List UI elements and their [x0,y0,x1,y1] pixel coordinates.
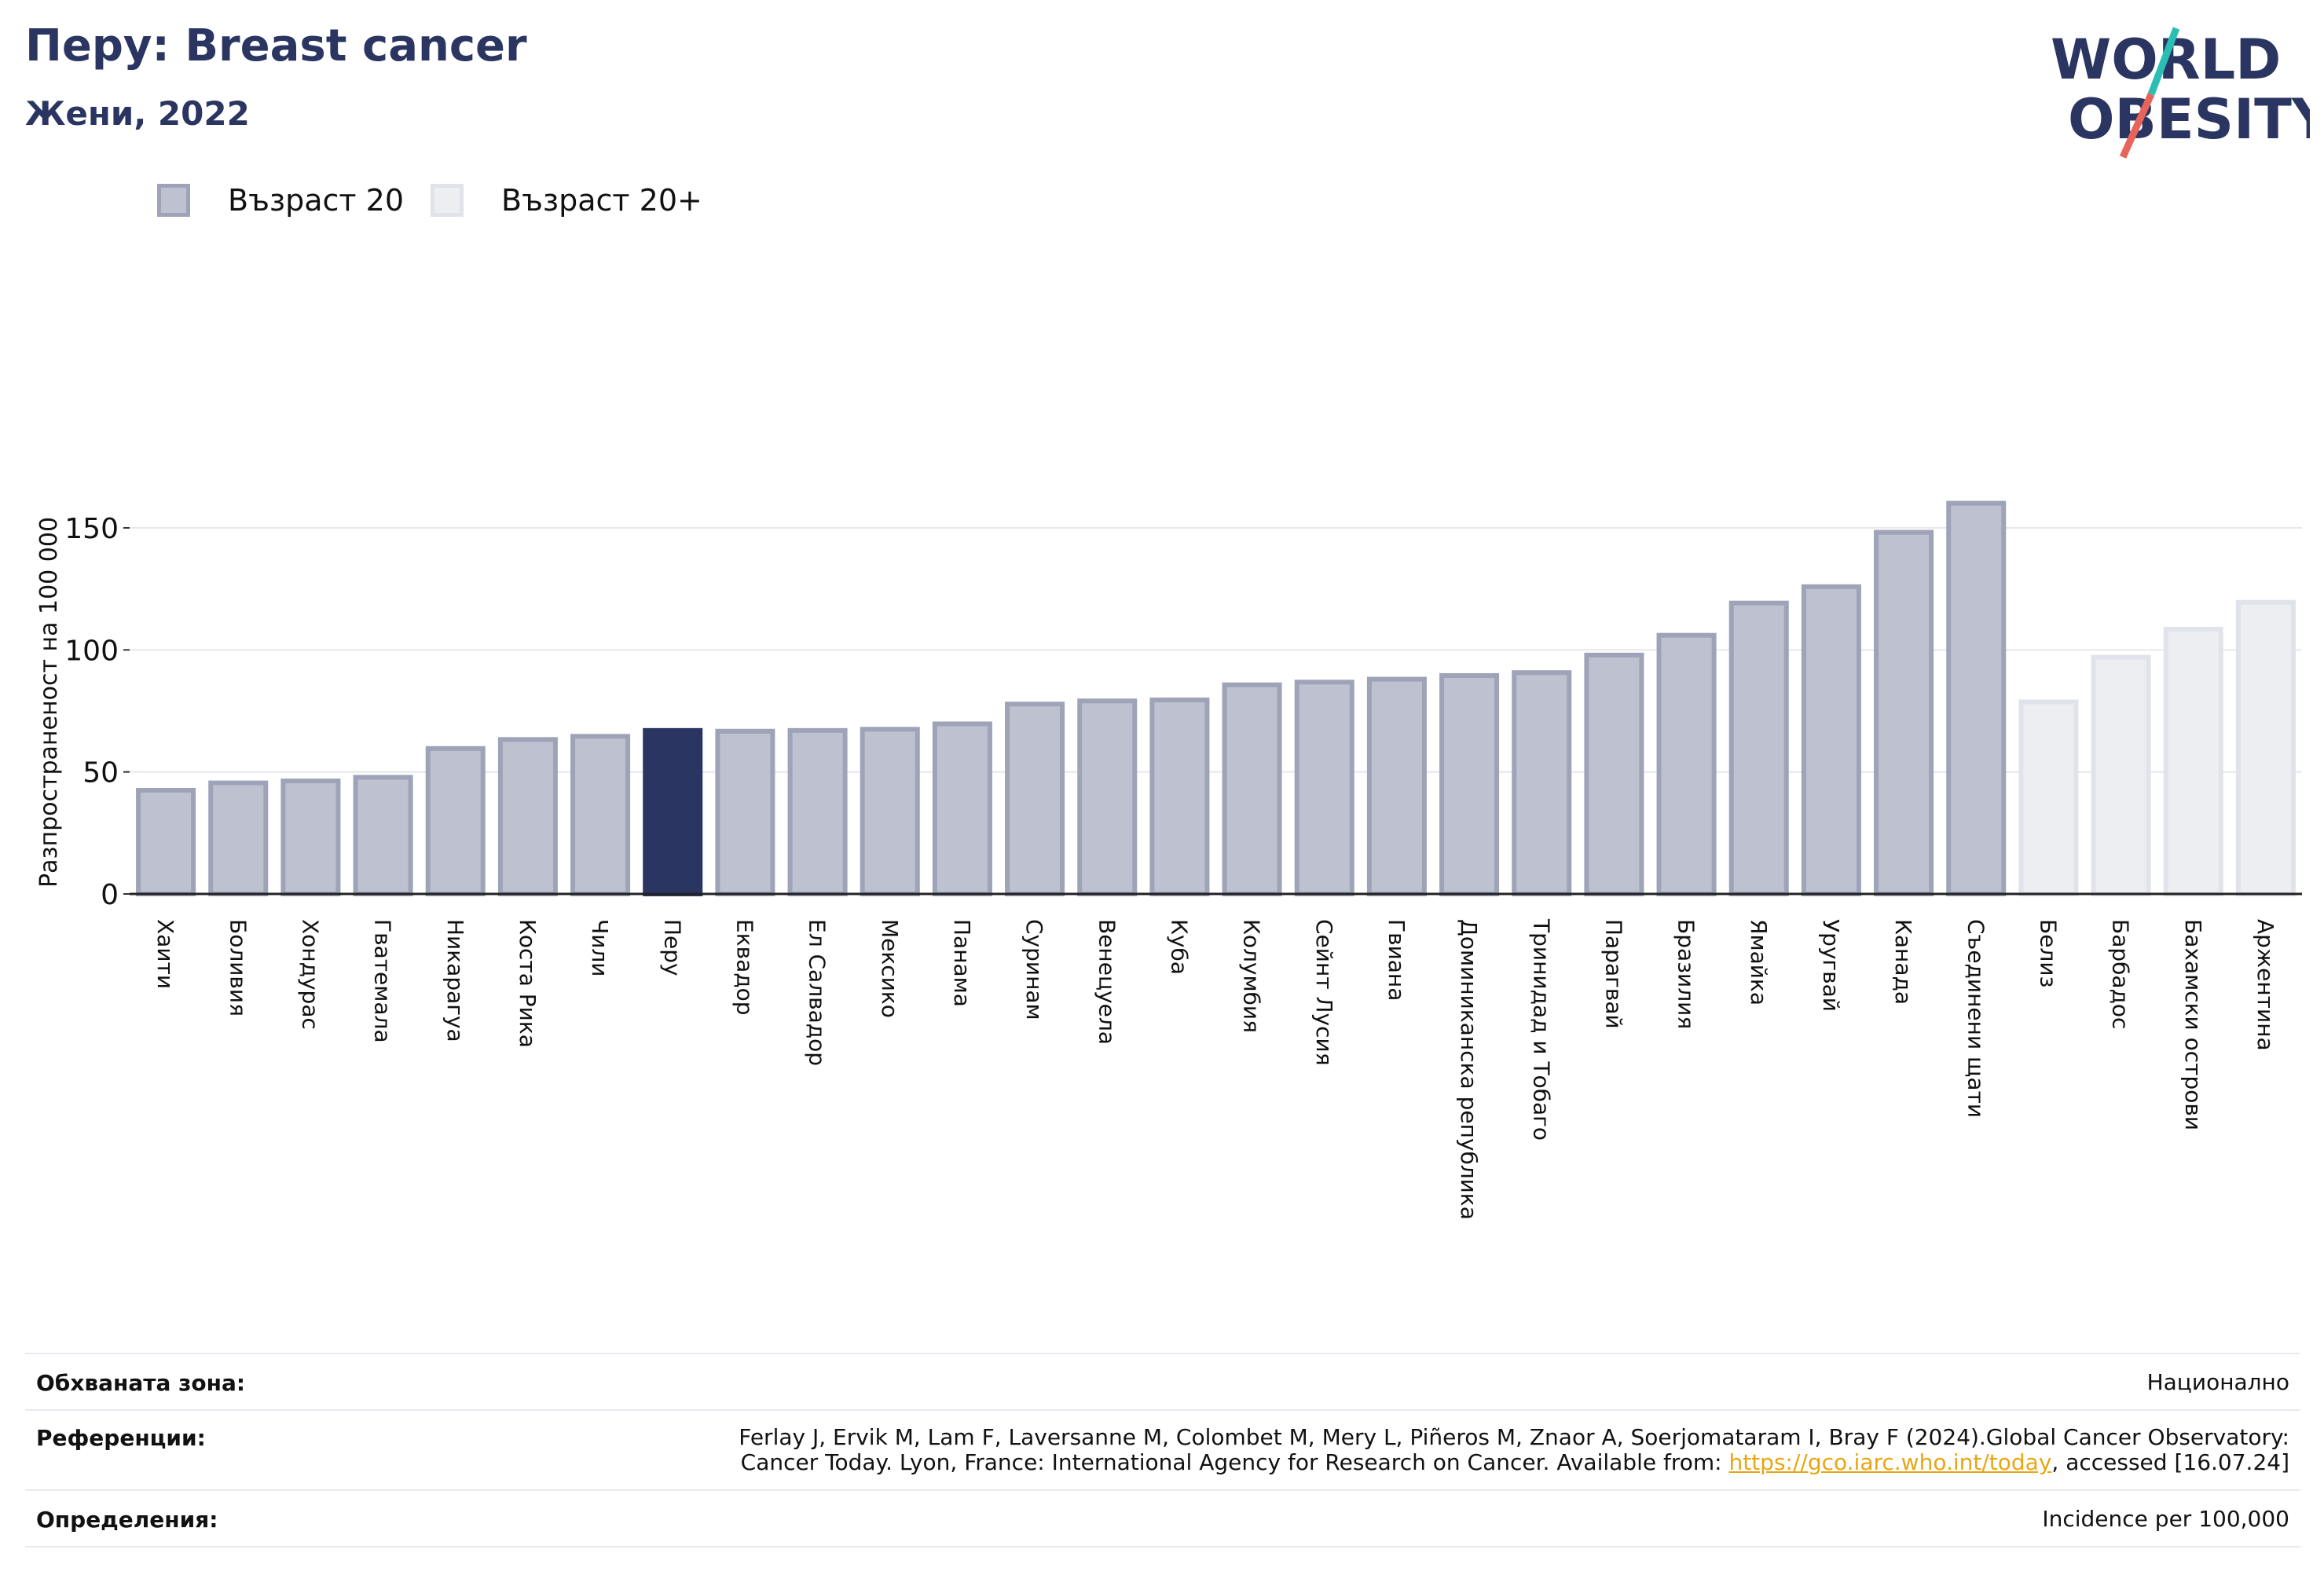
bar-6 [497,737,558,897]
x-tick-label-22: Бразилия [1673,919,1699,1029]
bar-2 [208,780,269,896]
bar-13 [1005,701,1065,896]
legend-swatch-age-20 [157,184,190,217]
x-tick-label-27: Белиз [2035,919,2061,987]
x-tick-label-14: Венецуела [1094,919,1120,1045]
bar-17 [1294,679,1354,896]
bar-27 [2018,699,2079,896]
bar-22 [1656,632,1717,896]
x-tick-label-18: Гвиана [1384,919,1409,1001]
bar-10 [787,727,848,896]
legend-swatch-age-20-plus [431,184,464,217]
bar-16 [1222,682,1282,896]
x-tick-label-16: Колумбия [1239,919,1265,1033]
references-link[interactable]: https://gco.iarc.who.int/today [1728,1449,2052,1475]
bar-14 [1077,698,1138,897]
logo-line2: OBESITY [2068,87,2310,152]
bar-12 [932,721,992,896]
bar-26 [1946,500,2007,896]
references-line2: Cancer Today. Lyon, France: Internationa… [739,1450,2289,1475]
x-tick-label-3: Хондурас [297,919,323,1030]
logo-slash-teal [2147,27,2180,96]
bar-11 [860,727,920,896]
chart-subtitle: Жени, 2022 [25,94,250,133]
x-tick-label-20: Тринидад и Тобаго [1528,918,1554,1141]
references-line2-post: , accessed [16.07.24] [2051,1449,2289,1475]
x-tick-label-1: Хаити [152,919,178,989]
x-tick-label-25: Канада [1890,919,1916,1005]
bar-4 [353,775,413,897]
footer-row-references: Референции: Ferlay J, Ervik M, Lam F, La… [25,1409,2300,1489]
coverage-value: Национално [2146,1369,2289,1395]
x-tick-label-19: Доминиканска република [1456,919,1482,1220]
x-tick-label-11: Мексико [877,919,903,1018]
x-tick-label-26: Съединени щати [1963,919,1989,1118]
references-value: Ferlay J, Ervik M, Lam F, Laversanne M, … [739,1425,2289,1475]
bar-15 [1149,698,1210,897]
x-tick-label-9: Еквадор [731,919,757,1016]
bar-18 [1366,676,1427,896]
x-tick-label-4: Гватемала [370,919,396,1043]
x-tick-label-30: Аржентина [2253,919,2278,1051]
references-line1: Ferlay J, Ervik M, Lam F, Laversanne M, … [739,1424,2289,1450]
x-tick-label-7: Чили [587,919,613,977]
bar-30 [2235,599,2296,896]
x-tick-label-23: Ямайка [1746,919,1772,1005]
bar-29 [2163,626,2223,896]
x-tick-label-28: Барбадос [2108,919,2134,1029]
legend-label-age-20-plus: Възраст 20+ [501,183,702,218]
bar-9 [715,728,775,896]
legend-label-age-20: Възраст 20 [228,183,404,218]
bar-5 [425,745,486,896]
references-label: Референции: [36,1425,206,1451]
bar-28 [2091,654,2151,896]
x-tick-label-29: Бахамски острови [2180,919,2206,1130]
bar-25 [1874,529,1934,896]
footer-row-coverage: Обхваната зона: Национално [25,1353,2300,1409]
bar-3 [280,778,341,896]
x-tick-label-10: Ел Салвадор [805,919,830,1066]
x-tick-label-12: Панама [949,919,975,1007]
x-tick-label-21: Парагвай [1600,919,1626,1029]
bar-8 [643,727,703,896]
world-obesity-logo: WORLD OBESITY [2051,27,2310,159]
chart-title: Перу: Breast cancer [25,20,527,71]
bar-23 [1728,600,1789,896]
x-tick-label-6: Коста Рика [515,919,541,1048]
x-tick-label-24: Уругвай [1818,919,1844,1012]
definitions-value: Incidence per 100,000 [2042,1506,2289,1532]
y-tick-label-50: 50 [82,757,119,789]
logo-slash-red [2119,93,2155,159]
x-tick-label-2: Боливия [225,919,251,1016]
x-tick-label-13: Суринам [1021,919,1047,1020]
bar-21 [1584,652,1644,897]
y-tick-label-150: 150 [64,513,119,545]
x-tick-label-5: Никарагуа [442,919,468,1042]
coverage-label: Обхваната зона: [36,1370,246,1396]
bar-1 [136,787,196,897]
definitions-label: Определения: [36,1507,218,1533]
x-tick-label-17: Сейнт Лусия [1311,919,1337,1066]
y-tick-label-0: 0 [101,879,119,911]
y-tick-label-100: 100 [64,635,119,667]
references-line2-pre: Cancer Today. Lyon, France: Internationa… [740,1449,1729,1475]
chart-footer: Обхваната зона: Национално Референции: F… [25,1353,2300,1548]
y-axis-label: Разпространеност на 100 000 [35,517,63,888]
bar-7 [570,734,631,896]
bar-19 [1439,672,1500,896]
footer-row-definitions: Определения: Incidence per 100,000 [25,1489,2300,1548]
bar-24 [1801,584,1861,896]
bar-20 [1512,670,1572,896]
x-tick-label-15: Куба [1166,919,1192,975]
x-tick-label-8: Перу [659,919,685,976]
